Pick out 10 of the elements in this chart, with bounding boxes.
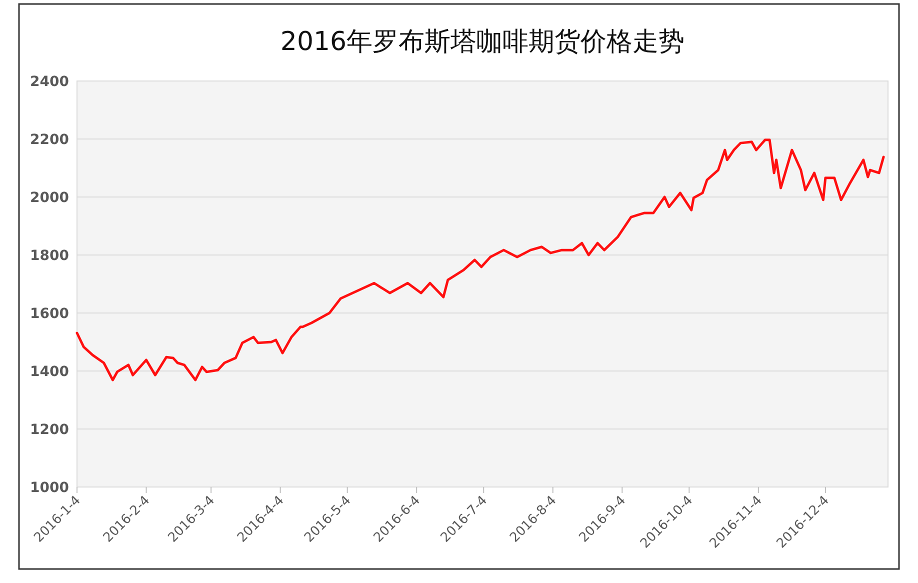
y-tick-label: 1800 [30, 248, 70, 264]
y-tick-label: 1400 [30, 364, 70, 380]
y-tick-label: 2200 [30, 132, 70, 148]
line-series [76, 138, 885, 382]
y-tick-label: 1600 [30, 306, 70, 322]
chart-title: 2016年罗布斯塔咖啡期货价格走势 [280, 27, 685, 57]
y-tick-label: 1000 [30, 480, 70, 496]
y-tick-label: 1200 [30, 422, 70, 438]
y-tick-label: 2000 [30, 190, 70, 206]
y-tick-label: 2400 [30, 74, 70, 90]
